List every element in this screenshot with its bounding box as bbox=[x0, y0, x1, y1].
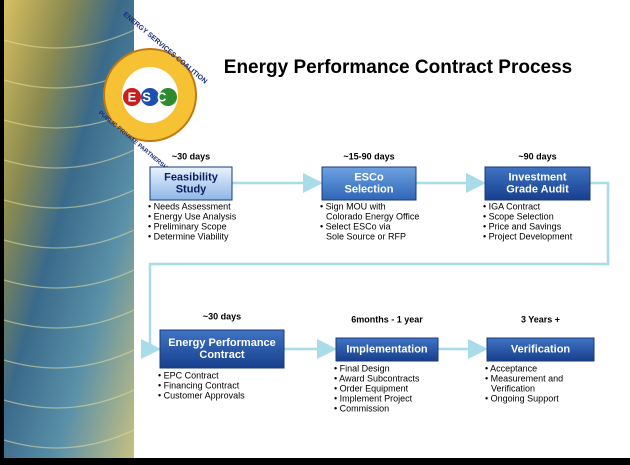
bullet-text: • Needs Assessment bbox=[148, 201, 231, 211]
bullet-text: Sole Source or RFP bbox=[326, 231, 406, 241]
bullet-text: • Energy Use Analysis bbox=[148, 211, 237, 221]
step-label: Verification bbox=[511, 343, 571, 355]
step-label: Selection bbox=[345, 183, 394, 195]
bullet-text: • Sign MOU with bbox=[320, 201, 386, 211]
bullet-text: • Scope Selection bbox=[483, 211, 554, 221]
bullet-text: • Acceptance bbox=[485, 363, 537, 373]
logo-acronym: ESC bbox=[128, 89, 173, 104]
bullet-text: • Project Development bbox=[483, 231, 573, 241]
step-label: Grade Audit bbox=[506, 183, 569, 195]
duration: 3 Years + bbox=[521, 314, 560, 324]
bullet-text: • Commission bbox=[334, 403, 389, 413]
bullet-text: Colorado Energy Office bbox=[326, 211, 419, 221]
step-box bbox=[484, 166, 591, 201]
bullet-text: • Customer Approvals bbox=[158, 390, 245, 400]
bullet-text: • Award Subcontracts bbox=[334, 373, 420, 383]
step-box bbox=[486, 337, 595, 362]
duration: ~30 days bbox=[203, 311, 241, 321]
bullet-text: • Implement Project bbox=[334, 393, 413, 403]
duration: 6months - 1 year bbox=[351, 314, 423, 324]
connectors bbox=[141, 173, 610, 359]
step-label: Contract bbox=[199, 349, 245, 361]
step-label: Feasibility bbox=[164, 171, 219, 183]
strip-pattern bbox=[3, 29, 135, 449]
bullet-text: • Determine Viability bbox=[148, 231, 229, 241]
step-label: Investment bbox=[508, 171, 566, 183]
step-box bbox=[321, 166, 417, 201]
bullet-text: • EPC Contract bbox=[158, 370, 219, 380]
bullet-text: • Ongoing Support bbox=[485, 393, 559, 403]
step-label: ESCo bbox=[354, 171, 384, 183]
step-label: Implementation bbox=[346, 343, 428, 355]
bullet-text: • Measurement and bbox=[485, 373, 563, 383]
duration: ~15-90 days bbox=[343, 151, 394, 161]
step-label: Study bbox=[176, 183, 207, 195]
duration: ~30 days bbox=[172, 151, 210, 161]
bullet-text: • IGA Contract bbox=[483, 201, 541, 211]
bullet-text: • Select ESCo via bbox=[320, 221, 391, 231]
duration: ~90 days bbox=[518, 151, 556, 161]
bullet-text: • Price and Savings bbox=[483, 221, 562, 231]
bullet-text: • Financing Contract bbox=[158, 380, 240, 390]
step-label: Energy Performance bbox=[168, 337, 276, 349]
bullet-text: • Final Design bbox=[334, 363, 390, 373]
title: Energy Performance Contract Process bbox=[224, 57, 572, 78]
bullet-text: • Order Equipment bbox=[334, 383, 409, 393]
bullet-text: • Preliminary Scope bbox=[148, 221, 227, 231]
step-box bbox=[335, 337, 439, 362]
step-box bbox=[149, 166, 233, 201]
bullet-text: Verification bbox=[491, 383, 535, 393]
step-box bbox=[159, 329, 285, 369]
